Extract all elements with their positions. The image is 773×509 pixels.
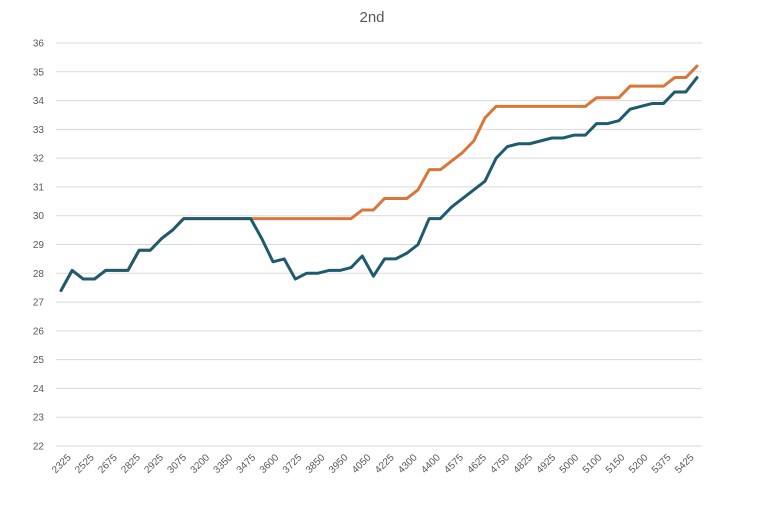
- x-tick-label: 4050: [350, 452, 374, 476]
- x-tick-label: 2925: [142, 452, 166, 476]
- gridlines: [56, 42, 702, 447]
- y-tick-label: 27: [33, 298, 45, 309]
- y-axis: 22 23 24 25 26 27 28 29 30 31 32 33 34 35 36: [33, 39, 45, 453]
- x-tick-label: 4625: [465, 452, 489, 476]
- y-tick-label: 33: [33, 125, 45, 136]
- x-tick-label: 3350: [212, 452, 236, 476]
- y-tick-label: 29: [33, 240, 45, 251]
- x-tick-label: 2325: [50, 452, 74, 476]
- series-line-1: [59, 76, 699, 293]
- x-tick-label: 3075: [166, 452, 190, 476]
- x-axis: 2325 2525 2675 2825 2925 3075 3200 3350 3475 3600…: [50, 452, 697, 476]
- x-tick-label: 3850: [304, 452, 328, 476]
- y-tick-label: 28: [33, 269, 45, 280]
- x-tick-label: 3475: [235, 452, 259, 476]
- x-tick-label: 2825: [119, 452, 143, 476]
- x-tick-label: 5425: [673, 452, 697, 476]
- y-tick-label: 22: [33, 442, 45, 453]
- x-tick-label: 4225: [373, 452, 397, 476]
- series-layer: [59, 64, 699, 293]
- x-tick-label: 4575: [442, 452, 466, 476]
- y-tick-label: 31: [33, 182, 45, 193]
- y-tick-label: 23: [33, 413, 45, 424]
- x-tick-label: 5150: [604, 452, 628, 476]
- y-tick-label: 32: [33, 154, 45, 165]
- y-tick-label: 34: [33, 96, 45, 107]
- y-tick-label: 35: [33, 67, 45, 78]
- series-line-2: [59, 64, 699, 293]
- x-tick-label: 5200: [627, 452, 651, 476]
- y-tick-label: 30: [33, 211, 45, 222]
- x-tick-label: 4825: [512, 452, 536, 476]
- x-tick-label: 3950: [327, 452, 351, 476]
- y-tick-label: 24: [33, 384, 45, 395]
- x-tick-label: 4300: [396, 452, 420, 476]
- x-tick-label: 4925: [535, 452, 559, 476]
- chart-title: 2nd: [359, 9, 384, 26]
- x-tick-label: 5100: [581, 452, 605, 476]
- y-tick-label: 25: [33, 355, 45, 366]
- x-tick-label: 2525: [73, 452, 97, 476]
- x-tick-label: 3725: [281, 452, 305, 476]
- x-tick-label: 4400: [419, 452, 443, 476]
- x-tick-label: 4750: [489, 452, 513, 476]
- x-tick-label: 3600: [258, 452, 282, 476]
- x-tick-label: 5000: [558, 452, 582, 476]
- x-tick-label: 5375: [650, 452, 674, 476]
- y-tick-label: 26: [33, 326, 45, 337]
- x-tick-label: 2675: [96, 452, 120, 476]
- y-tick-label: 36: [33, 39, 45, 50]
- x-tick-label: 3200: [189, 452, 213, 476]
